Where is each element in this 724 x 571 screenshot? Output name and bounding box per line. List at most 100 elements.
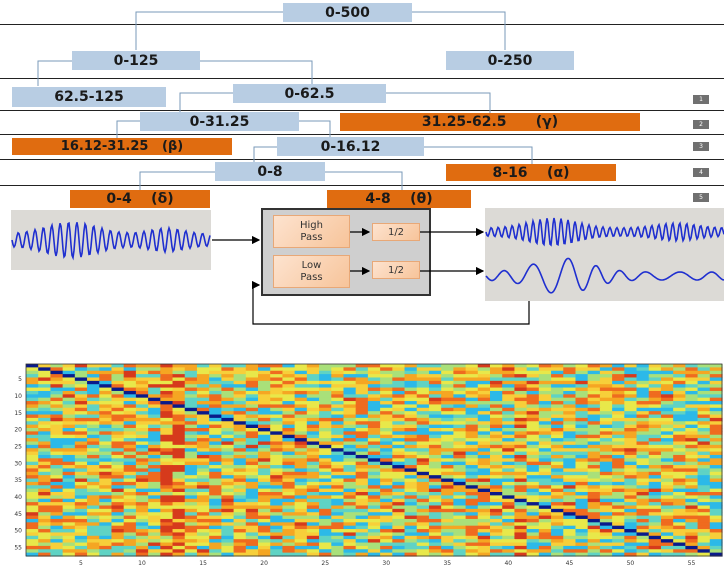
heatmap-cell (477, 374, 491, 379)
heatmap-cell (428, 552, 442, 557)
heatmap-cell (294, 448, 308, 453)
heatmap-cell (50, 552, 64, 557)
heatmap-cell (453, 424, 467, 429)
heatmap-cell (648, 397, 662, 402)
heatmap-cell (697, 424, 711, 429)
heatmap-cell (380, 515, 393, 520)
heatmap-cell (282, 397, 296, 402)
heatmap-cell (477, 394, 491, 399)
heatmap-cell (514, 529, 528, 534)
heatmap-cell (465, 428, 479, 432)
heatmap-cell (355, 471, 369, 476)
heatmap-cell (172, 518, 186, 523)
heatmap-cell (148, 380, 161, 385)
heatmap-cell (74, 488, 88, 493)
heatmap-cell (624, 545, 638, 550)
heatmap-cell (148, 424, 161, 429)
heatmap-cell (26, 441, 39, 446)
heatmap-cell (258, 387, 271, 392)
heatmap-cell (526, 431, 540, 436)
heatmap-cell (343, 495, 357, 500)
heatmap-cell (392, 407, 406, 412)
heatmap-cell (441, 478, 454, 483)
y-tick-label: 15 (14, 410, 22, 417)
heatmap-cell (502, 428, 516, 432)
heatmap-cell (221, 384, 235, 389)
heatmap-cell (282, 384, 296, 389)
heatmap-cell (624, 475, 638, 480)
heatmap-cell (404, 465, 418, 470)
heatmap-cell (74, 370, 88, 375)
heatmap-cell (306, 431, 320, 436)
heatmap-cell (575, 434, 589, 439)
heatmap-cell (135, 505, 149, 510)
heatmap-cell (160, 401, 174, 406)
heatmap-cell (538, 390, 552, 395)
heatmap-cell (673, 414, 686, 419)
heatmap-cell (441, 468, 454, 473)
heatmap-cell (428, 428, 442, 432)
heatmap-cell (99, 384, 113, 389)
heatmap-cell (172, 417, 186, 422)
heatmap-cell (392, 428, 406, 432)
heatmap-cell (453, 502, 467, 507)
heatmap-cell (563, 488, 577, 493)
heatmap-cell (258, 417, 271, 422)
heatmap-cell (38, 515, 52, 520)
heatmap-cell (599, 529, 613, 534)
heatmap-cell (343, 525, 357, 530)
heatmap-cell (441, 421, 454, 426)
heatmap-cell (514, 502, 528, 507)
heatmap-cell (343, 384, 357, 389)
heatmap-cell (599, 549, 613, 554)
heatmap-cell (111, 428, 125, 432)
heatmap-cell (26, 475, 39, 480)
heatmap-cell (355, 390, 369, 395)
heatmap-cell (294, 518, 308, 523)
heatmap-cell (380, 498, 393, 503)
heatmap-cell (38, 441, 52, 446)
heatmap-cell (87, 522, 100, 527)
heatmap-cell (99, 421, 113, 426)
heatmap-cell (74, 411, 88, 416)
heatmap-cell (575, 485, 589, 490)
heatmap-cell (196, 492, 210, 496)
heatmap-cell (612, 417, 625, 422)
heatmap-cell (441, 428, 454, 432)
heatmap-cell (343, 428, 357, 432)
heatmap-cell (502, 424, 516, 429)
heatmap-cell (38, 428, 52, 432)
heatmap-cell (599, 397, 613, 402)
heatmap-cell (111, 539, 125, 544)
heatmap-cell (673, 407, 686, 412)
heatmap-cell (538, 529, 552, 534)
heatmap-cell (563, 478, 577, 483)
heatmap-cell (26, 451, 39, 456)
heatmap-cell (624, 498, 638, 503)
heatmap-cell (245, 387, 259, 392)
heatmap-cell (453, 539, 467, 544)
heatmap-cell (233, 428, 247, 432)
heatmap-cell (111, 535, 125, 540)
heatmap-cell (221, 390, 235, 395)
heatmap-cell (245, 364, 259, 368)
heatmap-cell (490, 481, 503, 486)
heatmap-cell (233, 374, 247, 379)
heatmap-cell (575, 404, 589, 409)
heatmap-cell (563, 441, 577, 446)
heatmap-cell (233, 481, 247, 486)
heatmap-cell (111, 411, 125, 416)
heatmap-cell (575, 374, 589, 379)
heatmap-cell (50, 434, 64, 439)
heatmap-cell (306, 549, 320, 554)
heatmap-cell (87, 434, 100, 439)
heatmap-cell (416, 471, 430, 476)
heatmap-cell (380, 428, 393, 432)
heatmap-cell (685, 384, 699, 389)
heatmap-cell (612, 444, 625, 449)
heatmap-cell (404, 367, 418, 372)
heatmap-cell (648, 478, 662, 483)
heatmap-cell (355, 451, 369, 456)
heatmap-cell (660, 417, 674, 422)
heatmap-cell (233, 552, 247, 557)
